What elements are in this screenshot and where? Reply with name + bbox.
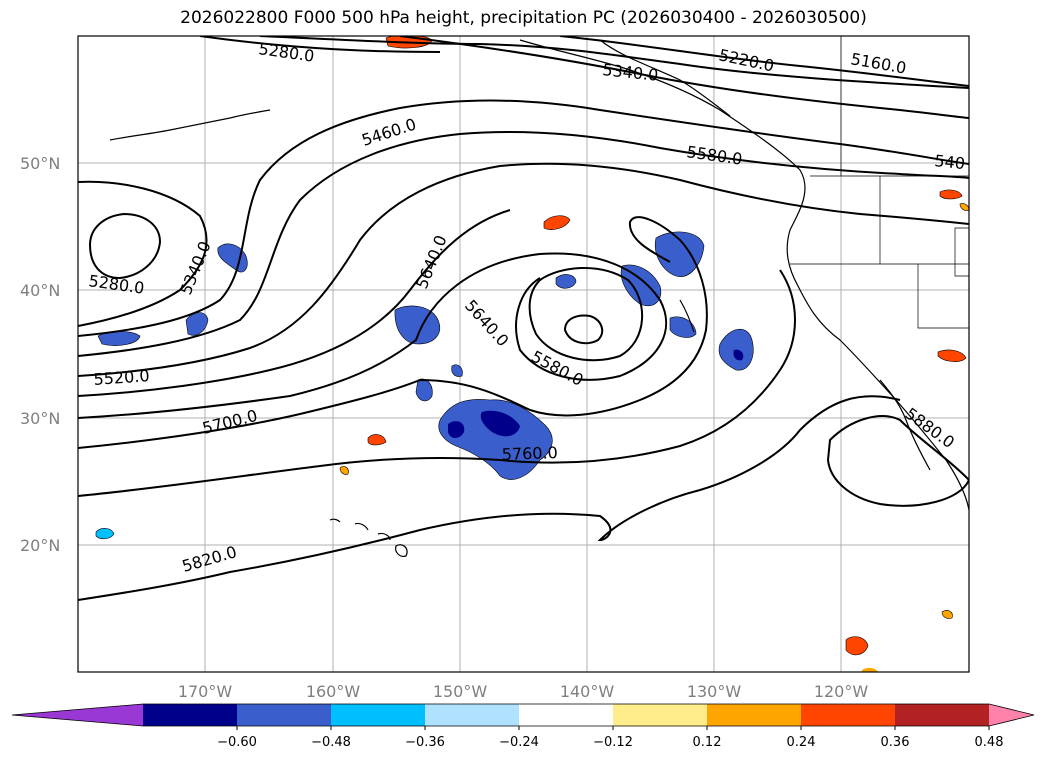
lat-label: 30°N xyxy=(20,409,60,428)
precipitation-shading xyxy=(95,36,969,672)
contour-label: 5760.0 xyxy=(501,443,558,464)
colorbar-tick-label: −0.60 xyxy=(217,735,257,750)
lon-label: 160°W xyxy=(306,682,361,701)
colorbar-swatch xyxy=(331,704,426,726)
map-title: 2026022800 F000 500 hPa height, precipit… xyxy=(180,8,867,28)
colorbar-tick-label: 0.36 xyxy=(881,735,910,750)
colorbar-tick-label: −0.36 xyxy=(405,735,445,750)
state-borders xyxy=(790,36,969,329)
height-contours xyxy=(78,36,969,601)
lat-label: 50°N xyxy=(20,154,60,173)
colorbar-tick-label: 0.48 xyxy=(975,735,1004,750)
lon-label: 170°W xyxy=(178,682,233,701)
colorbar-tick-label: −0.24 xyxy=(499,735,539,750)
latitude-labels: 50°N 40°N 30°N 20°N xyxy=(20,154,60,555)
contour-label: 540 xyxy=(934,151,966,173)
coastlines xyxy=(109,39,969,511)
colorbar-swatch xyxy=(613,704,708,726)
lat-label: 20°N xyxy=(20,536,60,555)
colorbar-swatch xyxy=(895,704,990,726)
colorbar-tick-label: 0.24 xyxy=(787,735,816,750)
colorbar-swatch xyxy=(425,704,520,726)
colorbar-tick-label: 0.12 xyxy=(693,735,722,750)
colorbar-swatch xyxy=(801,704,896,726)
lon-label: 130°W xyxy=(687,682,742,701)
contour-label: 5520.0 xyxy=(93,366,150,389)
longitude-labels: 170°W 160°W 150°W 140°W 130°W 120°W xyxy=(178,682,869,701)
colorbar-extend-low xyxy=(12,704,143,726)
lon-label: 120°W xyxy=(814,682,869,701)
colorbar-swatch xyxy=(143,704,238,726)
colorbar-swatch xyxy=(519,704,614,726)
colorbar-extend-high xyxy=(989,704,1034,726)
map-frame xyxy=(77,35,970,673)
lon-label: 150°W xyxy=(433,682,488,701)
lon-label: 140°W xyxy=(560,682,615,701)
colorbar-swatch xyxy=(707,704,802,726)
colorbar: −0.60 −0.48 −0.36 −0.24 −0.12 0.12 0.24 0.36 0.4… xyxy=(11,703,1035,750)
colorbar-tick-label: −0.12 xyxy=(593,735,633,750)
hawaii-islands xyxy=(329,518,408,557)
colorbar-tick-label: −0.48 xyxy=(311,735,351,750)
lat-label: 40°N xyxy=(20,281,60,300)
colorbar-swatch xyxy=(237,704,332,726)
colorbar-outline xyxy=(11,703,1035,727)
